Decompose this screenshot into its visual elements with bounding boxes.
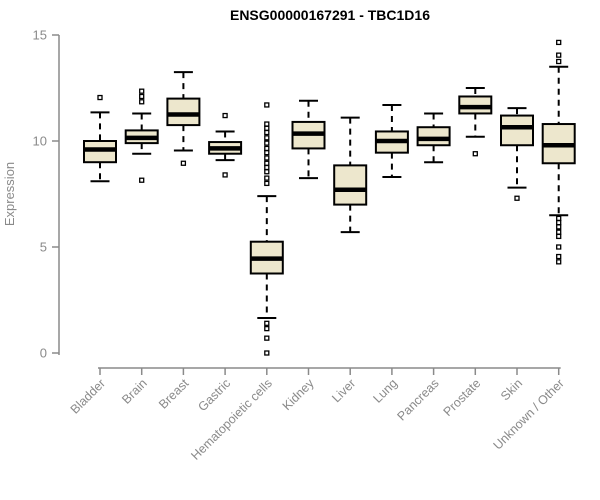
outlier-point — [222, 172, 228, 178]
x-category-label-lung: Lung — [370, 376, 400, 406]
x-category-label-hematopoietic-cells: Hematopoietic cells — [188, 376, 275, 463]
iqr-box — [416, 126, 451, 147]
boxplot-series — [83, 39, 576, 356]
boxplot-breast — [166, 71, 201, 166]
boxplot-liver — [333, 116, 368, 234]
y-tick-label: 10 — [33, 134, 47, 149]
outlier-point — [556, 58, 562, 65]
outlier-point — [264, 129, 270, 136]
outlier-point — [264, 102, 270, 108]
outlier-point — [556, 229, 562, 235]
x-category-label-breast: Breast — [156, 376, 192, 412]
outlier-point — [514, 195, 520, 201]
boxplot-hematopoietic-cells — [249, 102, 284, 356]
x-category-label-prostate: Prostate — [441, 376, 484, 419]
iqr-box — [333, 164, 368, 206]
outlier-point — [139, 99, 145, 105]
outlier-point — [472, 151, 478, 157]
boxplot-brain — [124, 88, 159, 183]
y-tick-label: 0 — [40, 346, 47, 361]
x-category-label-unknown-other: Unknown / Other — [491, 376, 567, 452]
iqr-box — [500, 114, 534, 147]
y-axis-label: Expression — [2, 162, 17, 226]
x-category-label-bladder: Bladder — [68, 376, 108, 416]
y-tick-label: 15 — [33, 28, 47, 43]
outlier-point — [556, 253, 562, 260]
outlier-point — [264, 155, 270, 161]
outlier-point — [556, 219, 562, 226]
x-category-label-liver: Liver — [329, 376, 358, 405]
outlier-point — [556, 39, 562, 46]
boxplot-kidney — [291, 99, 326, 180]
outlier-point — [180, 160, 187, 166]
boxplot-gastric — [208, 112, 243, 178]
outlier-point — [264, 160, 270, 166]
x-category-label-kidney: Kidney — [280, 376, 317, 413]
iqr-box — [166, 97, 201, 127]
outlier-point — [264, 140, 270, 146]
outlier-point — [264, 325, 270, 332]
outlier-point — [264, 169, 270, 175]
outlier-point — [556, 215, 562, 222]
outlier-point — [264, 125, 270, 131]
outlier-point — [139, 93, 145, 100]
chart-title: ENSG00000167291 - TBC1D16 — [230, 7, 430, 23]
axes: 0 5 10 15 Bladder Brain Breast GastricHematopoi… — [33, 28, 567, 463]
outlier-point — [556, 259, 562, 265]
outlier-point — [556, 224, 562, 230]
outlier-point — [556, 244, 562, 250]
outlier-point — [264, 350, 270, 356]
y-tick-label: 5 — [40, 240, 47, 255]
x-category-label-skin: Skin — [498, 376, 525, 403]
outlier-point — [556, 52, 562, 58]
outlier-point — [264, 175, 270, 181]
outlier-point — [222, 112, 228, 119]
outlier-point — [556, 233, 562, 240]
outlier-point — [264, 320, 270, 326]
boxplot-skin — [500, 107, 534, 201]
outlier-point — [139, 88, 145, 94]
outlier-point — [264, 164, 270, 171]
outlier-point — [264, 335, 270, 341]
boxplot-bladder — [83, 94, 117, 183]
outlier-point — [139, 177, 145, 183]
outlier-point — [264, 180, 270, 187]
outlier-point — [264, 150, 270, 156]
boxplot-prostate — [458, 87, 493, 157]
boxplot-unknown-other — [541, 39, 576, 265]
x-category-label-gastric: Gastric — [195, 376, 233, 414]
outlier-point — [264, 121, 270, 127]
outlier-point — [264, 145, 270, 152]
x-category-label-brain: Brain — [119, 376, 150, 407]
boxplot-lung — [374, 103, 409, 179]
outlier-point — [264, 135, 270, 141]
x-category-label-pancreas: Pancreas — [394, 376, 441, 423]
boxplot-pancreas — [416, 112, 451, 164]
outlier-point — [97, 94, 103, 101]
